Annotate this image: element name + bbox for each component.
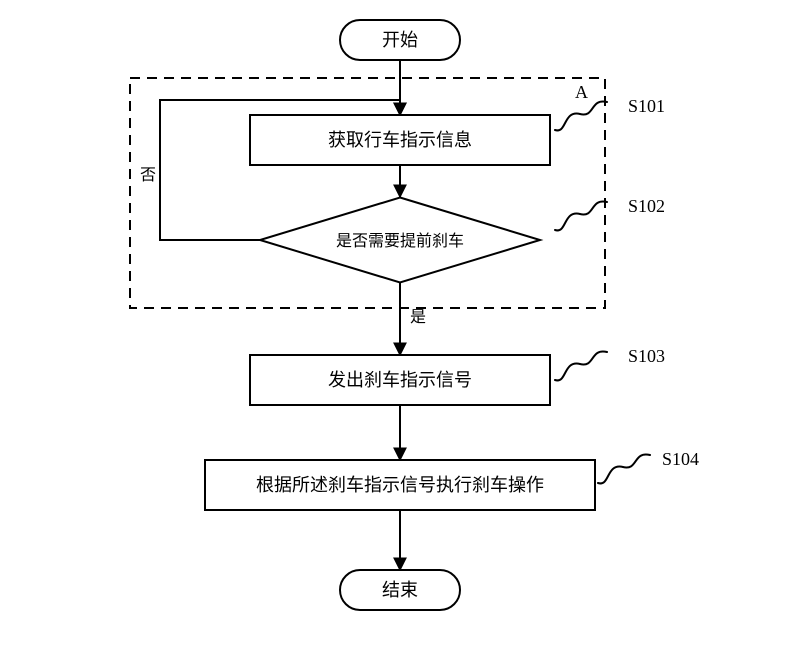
edge-2-label: 是 [410,309,426,326]
s104-annot: S104 [662,449,699,469]
squiggle-s104 [598,454,650,483]
s103-label: 发出刹车指示信号 [328,370,472,390]
flowchart-canvas: A 是 否 开始获取行车指示信息是否需要提前刹车发出刹车指示信号根据所述刹车指示信号执… [0,0,800,649]
squiggle-d102 [555,201,607,230]
edge-3-label: 否 [140,167,156,184]
s101-label: 获取行车指示信息 [328,130,472,150]
container-a-label: A [575,82,588,102]
s104-label: 根据所述刹车指示信号执行刹车操作 [256,475,544,495]
squiggle-s103 [555,351,607,380]
squiggle-s101 [555,101,607,130]
end-label: 结束 [382,580,418,600]
s101-annot: S101 [628,96,665,116]
s103-annot: S103 [628,346,665,366]
d102-label: 是否需要提前刹车 [336,232,464,250]
start-label: 开始 [382,30,418,50]
d102-annot: S102 [628,196,665,216]
